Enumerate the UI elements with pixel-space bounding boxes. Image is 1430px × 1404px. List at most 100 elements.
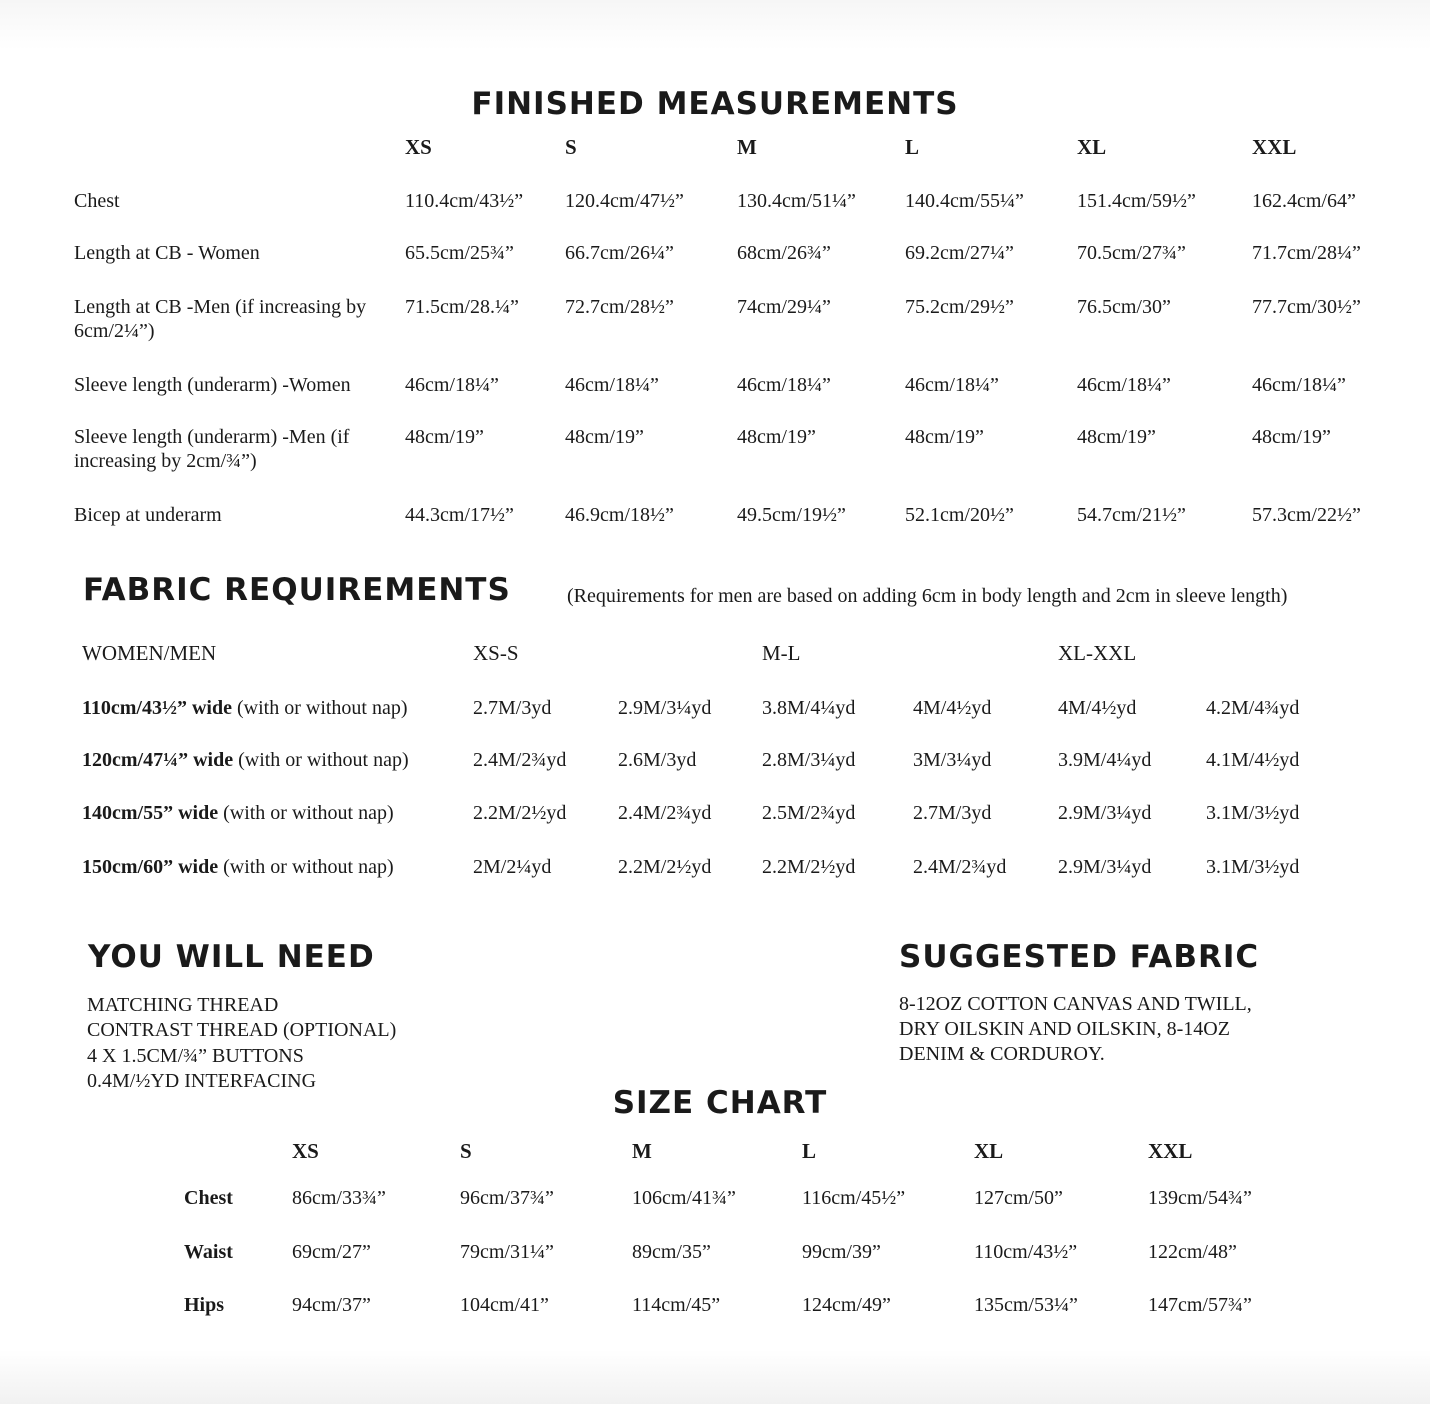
fm-row-label: Length at CB - Women <box>74 242 260 264</box>
fabric-requirements-note: (Requirements for men are based on addin… <box>567 585 1288 607</box>
fabric-cell: 2M/2¼yd <box>473 856 552 878</box>
fabric-requirements-title: FABRIC REQUIREMENTS <box>83 572 511 608</box>
you-will-need-item: 0.4M/½YD INTERFACING <box>87 1069 317 1092</box>
size-chart-cell: 104cm/41” <box>460 1294 549 1316</box>
fm-row-label: Length at CB -Men (if increasing by 6cm/… <box>74 296 367 342</box>
fabric-width: 150cm/60” wide <box>82 856 219 878</box>
you-will-need-item: 4 X 1.5CM/¾” BUTTONS <box>87 1044 304 1067</box>
fm-cell: 54.7cm/21½” <box>1077 504 1186 526</box>
size-chart-cell: 69cm/27” <box>292 1241 371 1263</box>
fabric-cell: 2.9M/3¼yd <box>618 697 712 719</box>
fabric-width-label: 110cm/43½” wide (with or without nap) <box>82 696 408 720</box>
fabric-cell: 2.6M/3yd <box>618 749 697 771</box>
size-chart-cell: 124cm/49” <box>802 1294 891 1316</box>
fabric-size-group: M-L <box>762 641 801 665</box>
fabric-header-label: WOMEN/MEN <box>82 641 217 665</box>
size-chart-cell: 86cm/33¾” <box>292 1187 386 1209</box>
size-chart-cell: 116cm/45½” <box>802 1187 906 1209</box>
fabric-cell: 3M/3¼yd <box>913 749 992 771</box>
fm-cell: 68cm/26¾” <box>737 242 831 264</box>
fm-cell: 65.5cm/25¾” <box>405 242 514 264</box>
size-chart-cell: 110cm/43½” <box>974 1241 1078 1263</box>
size-chart-cell: 79cm/31¼” <box>460 1241 554 1263</box>
size-chart-size-header: XS <box>292 1139 319 1163</box>
fm-cell: 52.1cm/20½” <box>905 504 1014 526</box>
suggested-fabric-title: SUGGESTED FABRIC <box>899 939 1260 975</box>
fabric-cell: 2.9M/3¼yd <box>1058 856 1152 878</box>
size-chart-cell: 99cm/39” <box>802 1241 881 1263</box>
fm-cell: 130.4cm/51¼” <box>737 190 856 212</box>
fm-cell: 72.7cm/28½” <box>565 296 674 318</box>
fm-cell: 46cm/18¼” <box>1077 374 1171 396</box>
fm-size-header: S <box>565 135 577 159</box>
size-chart-title: SIZE CHART <box>612 1085 828 1121</box>
fm-cell: 48cm/19” <box>565 426 644 448</box>
size-chart-cell: 147cm/57¾” <box>1148 1294 1252 1316</box>
fabric-cell: 2.2M/2½yd <box>762 856 856 878</box>
fm-cell: 77.7cm/30½” <box>1252 296 1361 318</box>
suggested-fabric-line: DENIM & CORDUROY. <box>899 1043 1105 1065</box>
fm-cell: 48cm/19” <box>737 426 816 448</box>
fm-row-label: Bicep at underarm <box>74 504 222 526</box>
fm-size-header: XXL <box>1252 135 1297 159</box>
fabric-cell: 2.4M/2¾yd <box>913 856 1007 878</box>
fm-cell: 48cm/19” <box>405 426 484 448</box>
fm-cell: 162.4cm/64” <box>1252 190 1356 212</box>
fabric-cell: 4M/4½yd <box>1058 697 1137 719</box>
size-chart-cell: 139cm/54¾” <box>1148 1187 1252 1209</box>
fm-cell: 70.5cm/27¾” <box>1077 242 1186 264</box>
fm-size-header: XL <box>1077 135 1107 159</box>
suggested-fabric-line: DRY OILSKIN AND OILSKIN, 8-14OZ <box>899 1018 1230 1040</box>
size-chart-size-header: L <box>802 1139 817 1163</box>
fabric-cell: 2.7M/3yd <box>473 697 552 719</box>
size-chart-cell: 127cm/50” <box>974 1187 1063 1209</box>
you-will-need-item: CONTRAST THREAD (OPTIONAL) <box>87 1019 397 1042</box>
nap-note: (with or without nap) <box>233 749 409 771</box>
fm-cell: 46cm/18¼” <box>405 374 499 396</box>
fabric-size-group: XL-XXL <box>1058 641 1137 665</box>
fm-row-label: Sleeve length (underarm) -Women <box>74 374 351 396</box>
size-chart-cell: 122cm/48” <box>1148 1241 1237 1263</box>
size-chart-cell: 89cm/35” <box>632 1241 711 1263</box>
fm-cell: 69.2cm/27¼” <box>905 242 1014 264</box>
suggested-fabric-line: 8-12OZ COTTON CANVAS AND TWILL, <box>899 993 1252 1015</box>
fm-cell: 48cm/19” <box>905 426 984 448</box>
nap-note: (with or without nap) <box>218 856 394 878</box>
fabric-cell: 4M/4½yd <box>913 697 992 719</box>
fabric-cell: 4.2M/4¾yd <box>1206 697 1300 719</box>
you-will-need-title: YOU WILL NEED <box>88 939 375 975</box>
fabric-width-label: 120cm/47¼” wide (with or without nap) <box>82 748 409 772</box>
fm-cell: 46cm/18¼” <box>905 374 999 396</box>
finished-measurements-title: FINISHED MEASUREMENTS <box>471 86 959 122</box>
fm-cell: 151.4cm/59½” <box>1077 190 1196 212</box>
size-chart-cell: 94cm/37” <box>292 1294 371 1316</box>
fabric-size-group: XS-S <box>473 641 519 665</box>
size-chart-size-header: XXL <box>1148 1139 1193 1163</box>
fabric-cell: 2.7M/3yd <box>913 802 992 824</box>
size-chart-cell: 135cm/53¼” <box>974 1294 1078 1316</box>
fm-size-header: XS <box>405 135 432 159</box>
fabric-cell: 3.1M/3½yd <box>1206 802 1300 824</box>
fabric-cell: 2.4M/2¾yd <box>473 749 567 771</box>
fabric-cell: 2.2M/2½yd <box>473 802 567 824</box>
fm-cell: 75.2cm/29½” <box>905 296 1014 318</box>
fm-cell: 140.4cm/55¼” <box>905 190 1024 212</box>
fm-cell: 120.4cm/47½” <box>565 190 684 212</box>
fm-row-label: Chest <box>74 190 120 212</box>
fabric-width-label: 150cm/60” wide (with or without nap) <box>82 855 394 879</box>
fabric-cell: 2.4M/2¾yd <box>618 802 712 824</box>
fm-cell: 48cm/19” <box>1252 426 1331 448</box>
fm-cell: 46cm/18¼” <box>1252 374 1346 396</box>
fabric-width: 140cm/55” wide <box>82 802 219 824</box>
size-chart-cell: 106cm/41¾” <box>632 1187 736 1209</box>
fabric-cell: 3.9M/4¼yd <box>1058 749 1152 771</box>
size-chart-row-label: Waist <box>184 1241 233 1263</box>
fm-cell: 76.5cm/30” <box>1077 296 1171 318</box>
fm-cell: 49.5cm/19½” <box>737 504 846 526</box>
size-chart-size-header: XL <box>974 1139 1004 1163</box>
fm-size-header: M <box>737 135 757 159</box>
fm-size-header: L <box>905 135 920 159</box>
fabric-width-label: 140cm/55” wide (with or without nap) <box>82 801 394 825</box>
fabric-width: 120cm/47¼” wide <box>82 749 234 771</box>
